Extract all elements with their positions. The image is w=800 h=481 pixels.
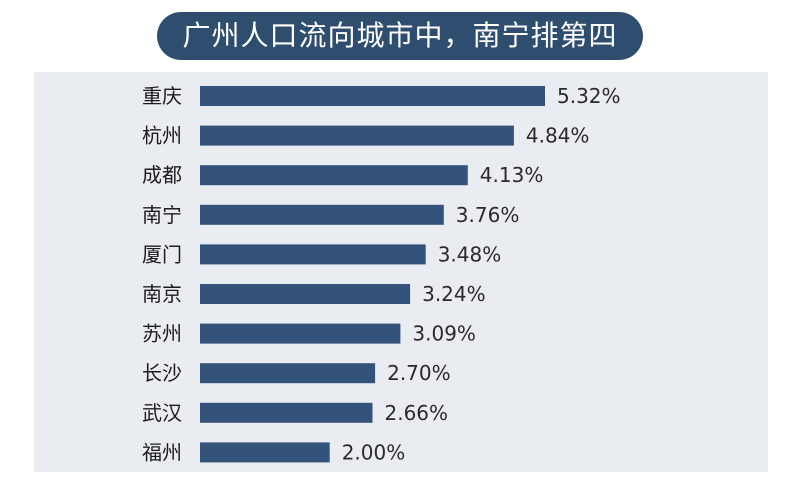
value-label: 4.13% [480, 163, 544, 187]
value-label: 3.48% [438, 242, 502, 266]
bar [200, 204, 444, 225]
value-label: 2.00% [342, 440, 406, 464]
value-label: 2.66% [385, 401, 449, 425]
category-label: 苏州 [142, 322, 182, 346]
category-label: 南京 [142, 282, 182, 306]
category-label: 福州 [142, 440, 182, 464]
value-label: 3.76% [456, 203, 520, 227]
bar [200, 402, 373, 423]
bar [200, 86, 545, 106]
value-label: 3.24% [422, 282, 486, 306]
bar [200, 165, 468, 186]
value-label: 4.84% [526, 124, 590, 148]
category-label: 成都 [142, 163, 182, 187]
bar [200, 363, 376, 384]
category-label: 武汉 [142, 401, 182, 425]
bar [200, 244, 426, 265]
value-label: 5.32% [557, 84, 621, 108]
value-label: 2.70% [387, 361, 451, 385]
bar [200, 284, 411, 304]
category-label: 厦门 [142, 242, 182, 266]
category-label: 南宁 [142, 203, 182, 227]
chart-title: 广州人口流向城市中，南宁排第四 [157, 12, 643, 60]
value-label: 3.09% [412, 322, 476, 346]
bar [200, 442, 330, 463]
category-label: 重庆 [142, 84, 182, 108]
category-label: 杭州 [142, 124, 182, 148]
category-label: 长沙 [142, 361, 182, 385]
bar [200, 125, 514, 146]
bar [200, 323, 401, 344]
